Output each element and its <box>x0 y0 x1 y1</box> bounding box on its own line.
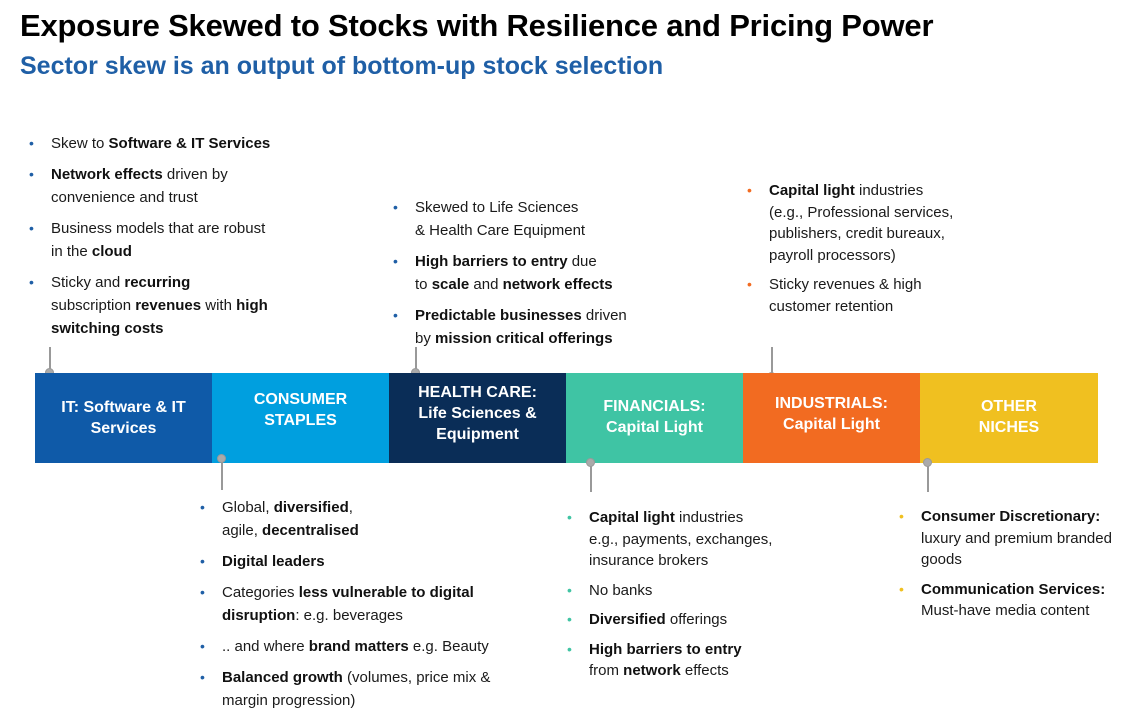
connector-line <box>927 466 929 492</box>
list-item: .. and where brand matters e.g. Beauty <box>198 635 538 658</box>
sector-band: IT: Software & IT Services CONSUMER STAPLE… <box>35 373 1098 463</box>
list-item: Skewed to Life Sciences& Health Care Equ… <box>391 196 691 242</box>
list-item: Balanced growth (volumes, price mix &mar… <box>198 666 538 712</box>
list-item: Capital light industries(e.g., Professio… <box>745 180 1045 266</box>
page-subtitle: Sector skew is an output of bottom-up st… <box>20 52 664 80</box>
list-item: Communication Services:Must-have media c… <box>897 579 1132 622</box>
consumer-staples-notes: Global, diversified,agile, decentralised… <box>198 496 538 720</box>
health-care-notes: Skewed to Life Sciences& Health Care Equ… <box>391 196 691 358</box>
list-item: No banks <box>565 580 865 602</box>
segment-other-niches: OTHER NICHES <box>920 373 1098 463</box>
connector-line <box>590 466 592 492</box>
industrials-notes: Capital light industries(e.g., Professio… <box>745 180 1045 325</box>
connector-line <box>49 347 51 374</box>
other-niches-notes: Consumer Discretionary:luxury and premiu… <box>897 506 1132 630</box>
page-title: Exposure Skewed to Stocks with Resilienc… <box>20 8 934 43</box>
segment-financials: FINANCIALS: Capital Light <box>566 373 743 463</box>
list-item: Skew to Software & IT Services <box>27 132 327 155</box>
list-item: Consumer Discretionary:luxury and premiu… <box>897 506 1132 571</box>
list-item: Categories less vulnerable to digitaldis… <box>198 581 538 627</box>
list-item: Global, diversified,agile, decentralised <box>198 496 538 542</box>
segment-industrials: INDUSTRIALS: Capital Light <box>743 373 920 463</box>
connector-line <box>415 347 417 374</box>
list-item: Diversified offerings <box>565 609 865 631</box>
segment-consumer-staples: CONSUMER STAPLES <box>212 373 389 463</box>
segment-it: IT: Software & IT Services <box>35 373 212 463</box>
connector-line <box>221 462 223 490</box>
list-item: Digital leaders <box>198 550 538 573</box>
connector-line <box>771 347 773 374</box>
it-notes: Skew to Software & IT Services Network e… <box>27 132 327 348</box>
segment-health-care: HEALTH CARE: Life Sciences & Equipment <box>389 373 566 463</box>
